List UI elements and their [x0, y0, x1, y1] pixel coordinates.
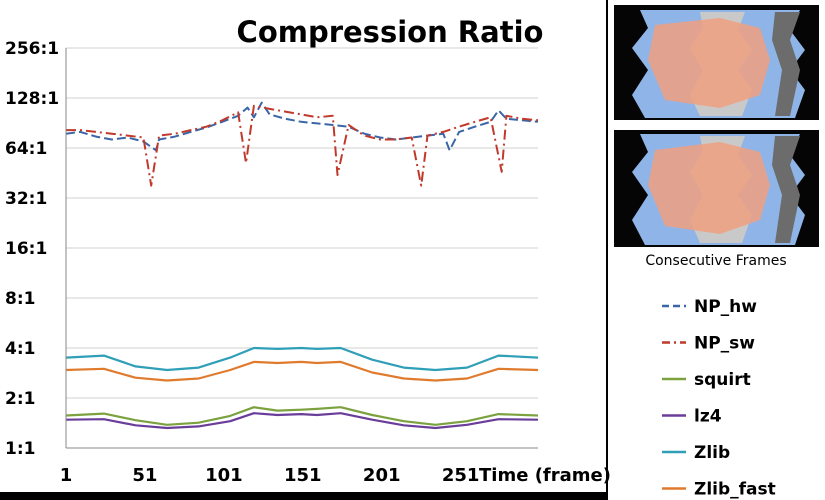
legend-label-zlib_fast: Zlib_fast [694, 480, 776, 500]
y-tick-labels: 1:1 2:1 4:1 8:1 16:1 32:1 64:1 128:1 256:1 [5, 39, 59, 459]
x-tick-label: 1 [60, 465, 73, 486]
frame-thumbnail-b [614, 130, 819, 247]
y-tick-label: 256:1 [5, 39, 59, 59]
y-tick-label: 128:1 [5, 89, 59, 109]
x-tick-label: 101 [205, 465, 243, 486]
series-line-np_sw [66, 104, 539, 187]
x-tick-label: 201 [363, 465, 401, 486]
series-line-lz4 [65, 412, 539, 430]
chart-title: Compression Ratio [237, 15, 544, 49]
x-tick-labels: 1 51 101 151 201 251 [60, 465, 480, 486]
series-line-np_hw [65, 101, 539, 152]
y-tick-label: 64:1 [5, 139, 47, 159]
y-tick-label: 8:1 [5, 289, 35, 309]
legend-label-squirt: squirt [694, 370, 751, 390]
legend-label-np_hw: NP_hw [694, 297, 757, 317]
series-line-squirt [65, 406, 539, 426]
y-tick-label: 32:1 [5, 189, 47, 209]
y-tick-label: 1:1 [5, 439, 35, 459]
y-tick-label: 2:1 [5, 389, 35, 409]
x-tick-label: 251 [442, 465, 480, 486]
y-tick-label: 4:1 [5, 339, 35, 359]
y-tick-label: 16:1 [5, 239, 47, 259]
frames-caption: Consecutive Frames [645, 253, 786, 269]
chart-panel [0, 0, 606, 492]
series-lines [65, 101, 539, 430]
legend-label-lz4: lz4 [694, 407, 722, 427]
x-axis-label: Time (frame) [479, 465, 611, 486]
legend-label-zlib: Zlib [694, 443, 730, 463]
frame-thumbnail-a [614, 5, 819, 120]
x-tick-label: 51 [132, 465, 157, 486]
legend-label-np_sw: NP_sw [694, 334, 755, 354]
series-line-zlib_fast [65, 360, 539, 382]
x-tick-label: 151 [284, 465, 322, 486]
series-line-zlib [65, 346, 539, 372]
